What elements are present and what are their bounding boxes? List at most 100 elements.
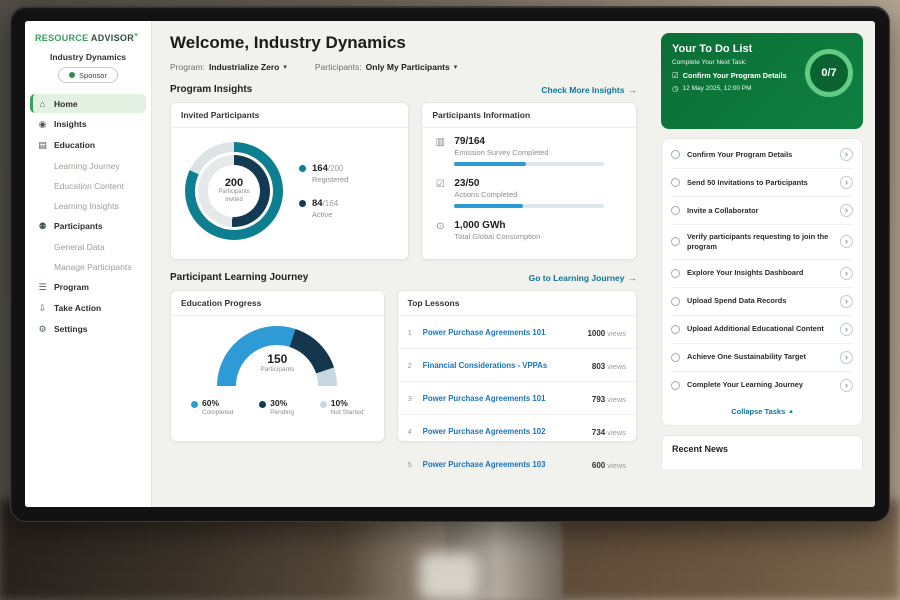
task-checkbox[interactable] xyxy=(671,150,680,159)
legend-dot-not-started xyxy=(319,400,327,408)
task-row[interactable]: Confirm Your Program Details xyxy=(671,141,853,169)
legend-pct: 10% xyxy=(330,398,348,408)
legend-dot-completed xyxy=(191,400,198,408)
todo-next-task[interactable]: Confirm Your Program Details xyxy=(672,71,799,80)
lesson-link[interactable]: Power Purchase Agreements 103 xyxy=(422,459,546,469)
main-content: Welcome, Industry Dynamics Program: Indu… xyxy=(152,21,651,507)
task-row[interactable]: Send 50 Invitations to Participants xyxy=(671,169,853,197)
task-label: Achieve One Sustainability Target xyxy=(687,352,806,362)
chevron-right-icon[interactable] xyxy=(840,294,853,308)
lesson-row: 4 Power Purchase Agreements 102 734 views xyxy=(397,415,636,448)
sidebar-item-settings[interactable]: Settings xyxy=(30,319,146,339)
chevron-right-icon[interactable] xyxy=(840,350,853,364)
chevron-right-icon[interactable] xyxy=(840,322,853,336)
go-to-learning-journey-link[interactable]: Go to Learning Journey xyxy=(529,273,637,283)
legend-label: Active xyxy=(312,210,333,219)
lesson-views-label: views xyxy=(607,395,626,404)
lesson-rank: 3 xyxy=(407,393,412,403)
task-checkbox[interactable] xyxy=(671,352,680,362)
task-label: Confirm Your Program Details xyxy=(687,149,793,159)
task-checkbox[interactable] xyxy=(671,268,680,278)
participants-select[interactable]: Participants: Only My Participants xyxy=(315,62,457,72)
legend-label: Completed xyxy=(202,409,234,416)
sponsor-icon xyxy=(69,72,76,78)
sidebar-item-take-action[interactable]: Take Action xyxy=(30,298,146,318)
task-checkbox[interactable] xyxy=(671,237,680,247)
sidebar-nav: Home Insights Education Learning Journey… xyxy=(25,90,151,507)
chevron-right-icon[interactable] xyxy=(840,176,853,189)
collapse-tasks-link[interactable]: Collapse Tasks xyxy=(671,399,853,423)
brand-secondary: ADVISOR xyxy=(90,33,134,43)
card-title: Participants Information xyxy=(422,103,636,128)
progress-bar-fill xyxy=(454,162,527,166)
lesson-link[interactable]: Financial Considerations - VPPAs xyxy=(422,360,548,370)
sidebar-item-education-content[interactable]: Education Content xyxy=(30,176,146,195)
link-label: Go to Learning Journey xyxy=(528,272,625,283)
sidebar-item-home[interactable]: Home xyxy=(30,94,146,113)
program-select[interactable]: Program: Industrialize Zero xyxy=(170,62,287,72)
card-title: Education Progress xyxy=(171,291,384,316)
task-row[interactable]: Explore Your Insights Dashboard xyxy=(671,260,853,288)
chevron-right-icon[interactable] xyxy=(840,204,853,217)
task-checkbox[interactable] xyxy=(671,324,680,334)
insights-icon xyxy=(37,119,48,130)
task-row[interactable]: Complete Your Learning Journey xyxy=(671,372,853,399)
check-icon xyxy=(672,71,679,80)
donut-center: 200 Participants Invited xyxy=(208,165,260,217)
sidebar-item-learning-journey[interactable]: Learning Journey xyxy=(30,156,146,175)
task-label: Upload Spend Data Records xyxy=(687,296,787,306)
task-checkbox[interactable] xyxy=(671,206,680,215)
task-row[interactable]: Upload Additional Educational Content xyxy=(671,316,853,344)
progress-bar-fill xyxy=(454,204,524,208)
stat-label: Actions Completed xyxy=(454,190,518,199)
legend-dot-registered xyxy=(299,165,306,172)
recent-news-header: Recent News xyxy=(661,434,863,469)
gauge-center-value: 150 xyxy=(267,352,288,366)
lesson-views: 600 xyxy=(591,461,606,470)
section-title-program-insights: Program Insights xyxy=(170,84,253,95)
task-row[interactable]: Achieve One Sustainability Target xyxy=(671,344,853,372)
sidebar: RESOURCE ADVISOR+ Industry Dynamics Spon… xyxy=(25,21,152,507)
legend-item-pending: 30% Pending xyxy=(259,398,294,416)
top-lessons-card: Top Lessons 1 Power Purchase Agreements … xyxy=(396,290,637,470)
chevron-down-icon xyxy=(283,63,287,71)
sidebar-item-participants[interactable]: Participants xyxy=(30,216,146,236)
check-more-insights-link[interactable]: Check More Insights xyxy=(541,85,637,95)
sidebar-item-manage-participants[interactable]: Manage Participants xyxy=(30,257,146,276)
task-checkbox[interactable] xyxy=(671,296,680,306)
sidebar-item-insights[interactable]: Insights xyxy=(30,114,146,134)
lesson-link[interactable]: Power Purchase Agreements 102 xyxy=(422,426,546,436)
legend-value: 84 xyxy=(312,198,323,209)
sidebar-item-general-data[interactable]: General Data xyxy=(30,237,146,256)
legend-item-active: 84/164 Active xyxy=(299,198,348,219)
task-row[interactable]: Upload Spend Data Records xyxy=(671,288,853,316)
task-checkbox[interactable] xyxy=(671,178,680,187)
sidebar-item-learning-insights[interactable]: Learning Insights xyxy=(30,196,146,215)
chevron-right-icon[interactable] xyxy=(840,235,853,249)
task-checkbox[interactable] xyxy=(671,380,680,390)
task-row[interactable]: Verify participants requesting to join t… xyxy=(671,225,853,260)
chevron-right-icon[interactable] xyxy=(840,266,853,280)
chevron-down-icon xyxy=(454,63,458,71)
task-row[interactable]: Invite a Collaborator xyxy=(671,197,853,225)
sidebar-item-education[interactable]: Education xyxy=(30,135,146,155)
donut-legend: 164/200 Registered 84/164 Active xyxy=(299,163,348,219)
progress-bar-track xyxy=(454,162,605,166)
lesson-views-label: views xyxy=(607,329,626,338)
chevron-right-icon[interactable] xyxy=(840,378,853,392)
energy-icon xyxy=(434,221,446,232)
donut-center-label: Participants Invited xyxy=(218,189,250,203)
education-progress-card: Education Progress 150 Participants xyxy=(170,290,385,442)
stat-value: 1,000 GWh xyxy=(454,220,506,231)
program-icon xyxy=(37,282,48,293)
lesson-link[interactable]: Power Purchase Agreements 101 xyxy=(422,393,546,403)
sponsor-badge[interactable]: Sponsor xyxy=(58,67,118,83)
gear-icon xyxy=(37,324,48,335)
sidebar-item-program[interactable]: Program xyxy=(30,277,146,297)
lesson-link[interactable]: Power Purchase Agreements 101 xyxy=(422,327,546,337)
section-title-learning-journey: Participant Learning Journey xyxy=(170,272,309,283)
lesson-row: 2 Financial Considerations - VPPAs 803 vi… xyxy=(397,349,636,382)
nav-label: Home xyxy=(54,98,78,109)
chevron-right-icon[interactable] xyxy=(840,148,853,161)
arrow-right-icon xyxy=(629,85,638,95)
